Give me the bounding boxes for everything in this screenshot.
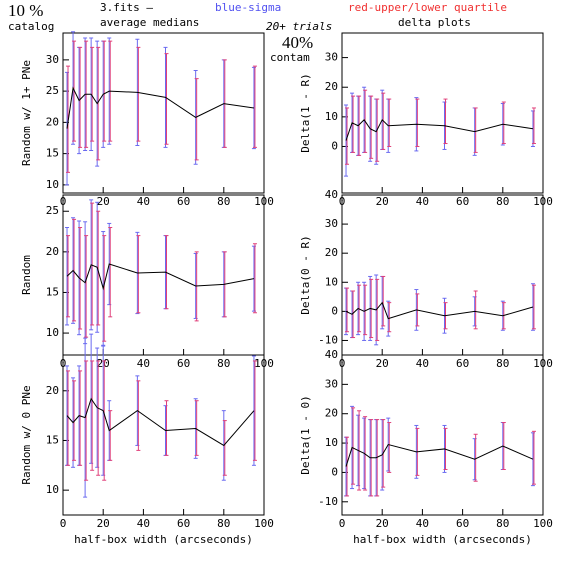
y-tick-label: 20	[46, 115, 59, 128]
axis-box	[341, 32, 544, 194]
median-line	[345, 118, 534, 141]
x-axis-label: half-box width (arcseconds)	[74, 533, 253, 546]
axis-box	[341, 194, 544, 356]
y-tick-label: 20	[325, 80, 338, 93]
header-delta: delta plots	[398, 16, 471, 29]
y-tick-label: 15	[46, 433, 59, 446]
y-axis-label: Delta(1 - 0)	[299, 395, 312, 474]
y-tick-label: 0	[331, 139, 338, 152]
y-tick-label: -10	[318, 495, 338, 508]
axis-box	[62, 354, 265, 516]
x-tick-label: 40	[137, 357, 150, 370]
x-tick-label: 40	[137, 195, 150, 208]
header-file: 3.fits –	[100, 1, 153, 14]
y-tick-label: 30	[325, 51, 338, 64]
axis-box	[62, 32, 265, 194]
x-tick-label: 60	[456, 517, 469, 530]
header-catalog: catalog	[8, 20, 54, 33]
x-tick-label: 80	[496, 517, 509, 530]
header-percent: 10 %	[8, 1, 43, 20]
header-blue-note: blue-sigma	[215, 1, 281, 14]
y-tick-label: 30	[325, 217, 338, 230]
y-tick-label: 20	[46, 245, 59, 258]
header-red-note: red-upper/lower quartile	[348, 1, 507, 14]
median-line	[345, 443, 534, 467]
x-tick-label: 80	[496, 195, 509, 208]
y-axis-label: Random w/ 1+ PNe	[20, 60, 33, 166]
y-tick-label: 25	[46, 204, 59, 217]
x-tick-label: 80	[217, 357, 230, 370]
x-tick-label: 40	[416, 357, 429, 370]
x-tick-label: 20	[97, 195, 110, 208]
median-line	[66, 86, 255, 129]
x-axis-label: half-box width (arcseconds)	[353, 533, 532, 546]
x-tick-label: 20	[376, 195, 389, 208]
x-tick-label: 60	[177, 357, 190, 370]
y-tick-label: 15	[46, 147, 59, 160]
y-tick-label: 10	[325, 110, 338, 123]
x-tick-label: 20	[376, 357, 389, 370]
x-tick-label: 60	[456, 357, 469, 370]
x-tick-label: 100	[254, 517, 274, 530]
header-medians: average medians	[100, 16, 199, 29]
y-tick-label: 40	[325, 348, 338, 361]
y-tick-label: 10	[46, 326, 59, 339]
y-tick-label: 10	[325, 275, 338, 288]
axis-box	[62, 194, 265, 356]
x-tick-label: 60	[177, 195, 190, 208]
x-tick-label: 60	[456, 195, 469, 208]
x-tick-label: 40	[137, 517, 150, 530]
y-tick-label: 20	[325, 246, 338, 259]
x-tick-label: 80	[217, 195, 230, 208]
y-tick-label: 15	[46, 285, 59, 298]
y-tick-label: 10	[325, 436, 338, 449]
y-axis-label: Delta(0 - R)	[299, 235, 312, 314]
median-line	[66, 397, 255, 447]
x-tick-label: 0	[339, 517, 346, 530]
y-tick-label: 20	[46, 384, 59, 397]
y-tick-label: -10	[318, 333, 338, 346]
y-axis-label: Random	[20, 255, 33, 295]
y-tick-label: 20	[325, 407, 338, 420]
y-tick-label: 30	[325, 377, 338, 390]
y-tick-label: 40	[325, 188, 338, 201]
x-tick-label: 40	[416, 517, 429, 530]
x-tick-label: 80	[217, 517, 230, 530]
x-tick-label: 80	[496, 357, 509, 370]
header-trials: 20+ trials	[266, 20, 332, 33]
y-tick-label: 10	[46, 483, 59, 496]
y-axis-label: Delta(1 - R)	[299, 73, 312, 152]
x-tick-label: 20	[97, 517, 110, 530]
y-tick-label: 30	[46, 53, 59, 66]
header-contam: contam	[270, 51, 310, 64]
x-tick-label: 40	[416, 195, 429, 208]
x-tick-label: 0	[60, 517, 67, 530]
x-tick-label: 100	[533, 517, 553, 530]
median-line	[345, 301, 534, 320]
y-tick-label: 10	[46, 178, 59, 191]
x-tick-label: 60	[177, 517, 190, 530]
header-contam-percent: 40%	[282, 33, 313, 52]
axis-box	[341, 354, 544, 516]
x-tick-label: 20	[376, 517, 389, 530]
y-axis-label: Random w/ 0 PNe	[20, 385, 33, 484]
y-tick-label: 25	[46, 84, 59, 97]
y-tick-label: 0	[331, 304, 338, 317]
y-tick-label: 0	[331, 465, 338, 478]
median-line	[66, 263, 255, 291]
